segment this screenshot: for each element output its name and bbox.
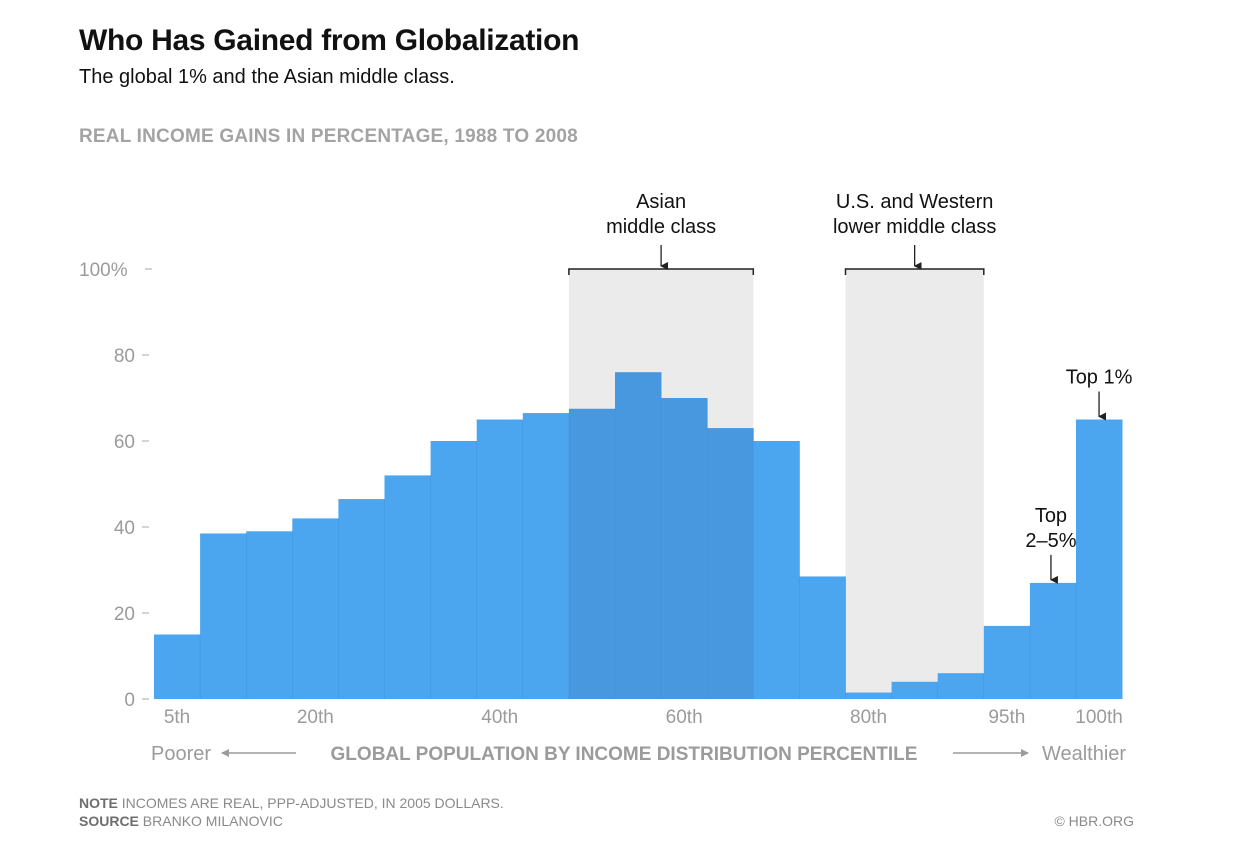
group-labels: Asian middle class U.S. and Western lower m… (568, 191, 996, 275)
annotation-label-line: Top 1% (1066, 367, 1133, 389)
annotations: Top 2–5% Top 1% (1025, 367, 1133, 584)
x-tick-label: 20th (297, 707, 334, 728)
footer-source: SOURCE BRANKO MILANOVIC (79, 813, 283, 829)
bar (937, 673, 985, 699)
bar (1029, 582, 1077, 699)
note-text: INCOMES ARE REAL, PPP-ADJUSTED, IN 2005 … (121, 795, 504, 811)
bar (430, 441, 478, 699)
x-axis-right-label: Wealthier (1042, 743, 1126, 765)
y-axis-title: REAL INCOME GAINS IN PERCENTAGE, 1988 TO… (79, 126, 578, 147)
x-axis-left-label: Poorer (151, 743, 211, 765)
bar (522, 413, 570, 699)
bar (338, 499, 385, 699)
source-text: BRANKO MILANOVIC (142, 813, 283, 829)
annotation-label-line: Top (1035, 505, 1067, 527)
y-tick-label: 20 (114, 604, 135, 625)
group-label-line: lower middle class (833, 216, 996, 238)
x-tick-label: 60th (666, 707, 703, 728)
y-tick-label: 0 (124, 690, 135, 711)
chart-title: Who Has Gained from Globalization (79, 24, 580, 57)
x-axis: 5th 20th 40th 60th 80th 95th 100th (164, 707, 1123, 728)
y-tick-label: 80 (114, 346, 135, 367)
x-axis-title: GLOBAL POPULATION BY INCOME DISTRIBUTION… (331, 744, 918, 765)
x-tick-label: 5th (164, 707, 190, 728)
bar (661, 398, 708, 699)
x-axis-title-row: Poorer GLOBAL POPULATION BY INCOME DISTR… (151, 743, 1126, 765)
bar (246, 531, 293, 699)
y-tick-label: 100% (79, 260, 128, 281)
group-label-line: U.S. and Western (836, 191, 993, 213)
bar (615, 372, 662, 699)
credit: © HBR.ORG (1054, 813, 1134, 829)
y-axis: 0 20 40 60 80 100% (79, 260, 152, 711)
group-label-line: middle class (606, 216, 716, 238)
footer-note: NOTE INCOMES ARE REAL, PPP-ADJUSTED, IN … (79, 795, 504, 811)
y-tick-label: 60 (114, 432, 135, 453)
bar (568, 408, 616, 699)
bar (845, 692, 892, 699)
x-tick-label: 100th (1075, 707, 1123, 728)
bar (707, 428, 754, 699)
highlight-band (845, 269, 984, 699)
note-label: NOTE (79, 795, 118, 811)
x-tick-label: 95th (988, 707, 1025, 728)
y-tick-label: 40 (114, 518, 135, 539)
bar (1076, 419, 1123, 699)
bars (154, 372, 1123, 699)
source-label: SOURCE (79, 813, 139, 829)
bar (799, 576, 846, 699)
bar (154, 634, 201, 699)
bar (292, 518, 339, 699)
bar (476, 419, 524, 699)
x-tick-label: 40th (481, 707, 518, 728)
bar (384, 475, 431, 699)
x-tick-label: 80th (850, 707, 887, 728)
group-label-line: Asian (636, 191, 686, 213)
bar (200, 533, 247, 699)
bar (983, 625, 1031, 699)
annotation-label-line: 2–5% (1025, 530, 1076, 552)
bar (753, 441, 800, 699)
bar (891, 681, 939, 699)
chart-subtitle: The global 1% and the Asian middle class… (79, 66, 455, 88)
